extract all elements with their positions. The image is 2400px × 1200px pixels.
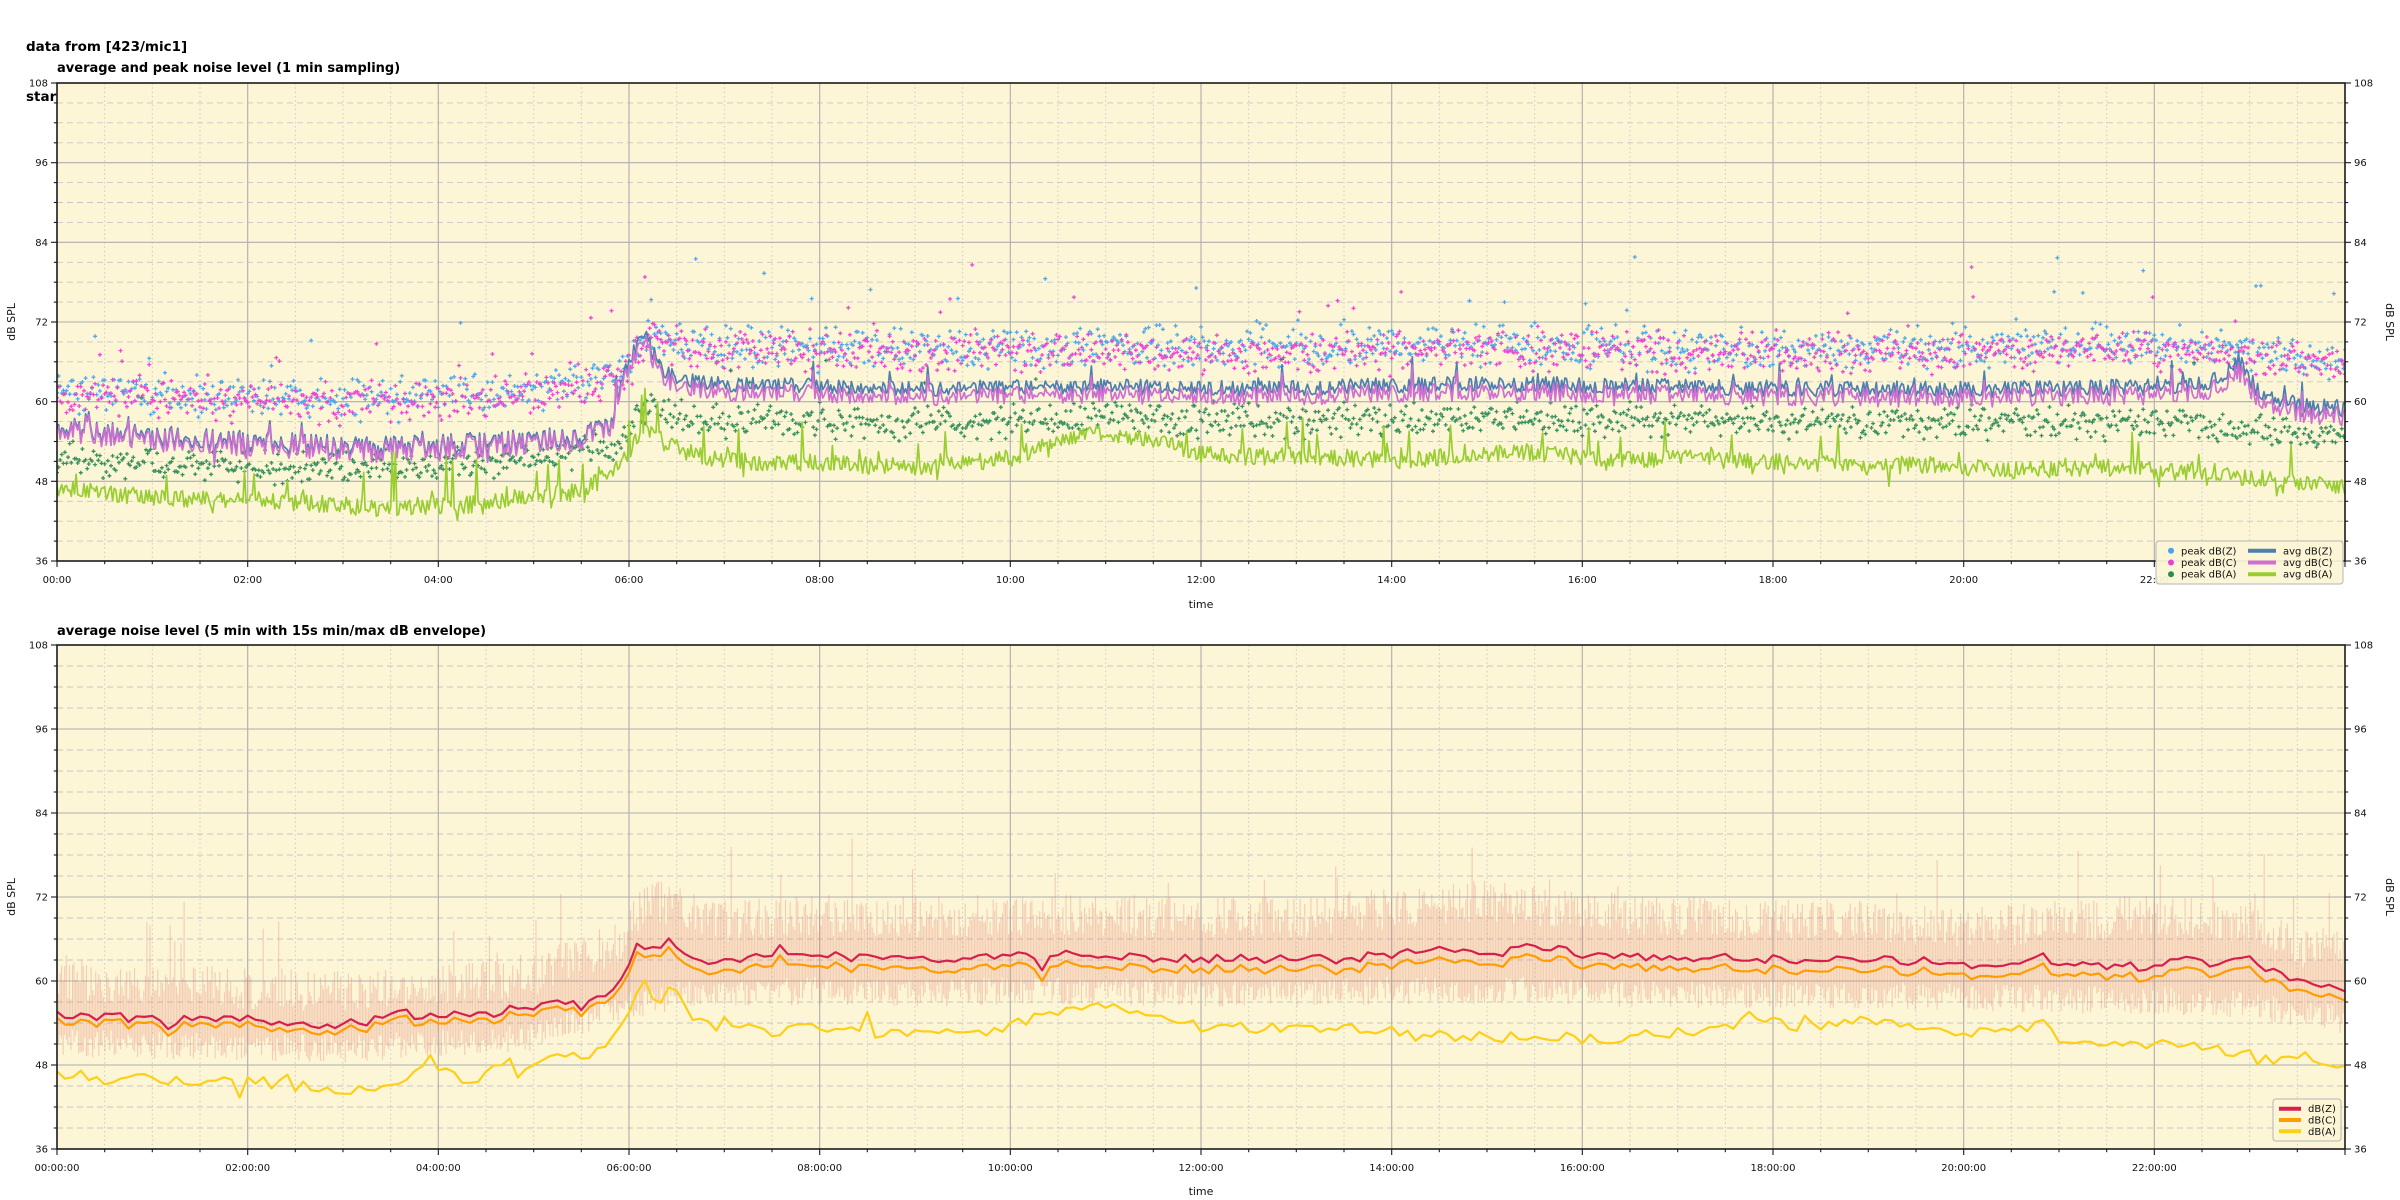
y-tick-label: 36 <box>35 557 48 568</box>
x-tick-label: 08:00:00 <box>797 1163 842 1174</box>
y-axis-label: dB SPL <box>5 302 18 341</box>
legend-label: avg dB(Z) <box>2283 546 2333 557</box>
y-tick-label-right: 96 <box>2354 158 2367 169</box>
chart-0: 00:00 02:00 04:00 06:00 08:00 10:00 12:00 14:00… <box>5 79 2396 612</box>
legend: dB(Z)dB(C)dB(A) <box>2272 1098 2342 1142</box>
axes-ticks-labels: 00:00:00 02:00:00 04:00:00 06:00:00 08:00:00… <box>5 641 2396 1199</box>
legend-label: dB(C) <box>2308 1116 2336 1127</box>
y-tick-label-right: 96 <box>2354 725 2367 736</box>
legend-marker-dot <box>2168 571 2174 578</box>
legend-label: peak dB(Z) <box>2181 546 2237 557</box>
y-tick-label-right: 36 <box>2354 557 2367 568</box>
x-axis-label: time <box>1189 598 1214 611</box>
x-tick-label: 22:00:00 <box>2132 1163 2177 1174</box>
x-tick-label: 10:00 <box>996 575 1025 586</box>
y-tick-label-right: 48 <box>2354 477 2367 488</box>
line-db-c- <box>57 946 2345 1037</box>
line-db-z- <box>57 937 2345 1031</box>
y-tick-label-right: 108 <box>2354 79 2373 90</box>
x-tick-label: 02:00 <box>233 575 262 586</box>
x-tick-label: 02:00:00 <box>225 1163 270 1174</box>
header-line1: data from [423/mic1] <box>26 39 188 55</box>
y-tick-label-right: 84 <box>2354 238 2367 249</box>
y-axis-label: dB SPL <box>5 877 18 916</box>
legend-marker-dot <box>2168 547 2174 554</box>
x-tick-label: 06:00:00 <box>607 1163 652 1174</box>
y-tick-label: 108 <box>29 641 48 652</box>
plot-area <box>57 255 2345 522</box>
x-tick-label: 16:00:00 <box>1560 1163 1605 1174</box>
x-axis-label: time <box>1189 1185 1214 1198</box>
chart2-title: average noise level (5 min with 15s min/… <box>57 624 487 639</box>
line-avg-db-c- <box>57 336 2345 466</box>
x-tick-label: 16:00 <box>1568 575 1597 586</box>
y-tick-label: 48 <box>35 1061 48 1072</box>
x-tick-label: 22:00 <box>2140 575 2169 586</box>
x-tick-label: 04:00 <box>424 575 453 586</box>
y-tick-label: 48 <box>35 477 48 488</box>
x-tick-label: 18:00 <box>1759 575 1788 586</box>
chart-1: 00:00:00 02:00:00 04:00:00 06:00:00 08:00:00… <box>5 641 2396 1199</box>
x-tick-label: 20:00:00 <box>1941 1163 1986 1174</box>
y-tick-label: 72 <box>35 893 48 904</box>
legend-label: dB(Z) <box>2308 1104 2336 1115</box>
x-tick-label: 12:00 <box>1187 575 1216 586</box>
y-tick-label: 96 <box>35 725 48 736</box>
y-tick-label-right: 72 <box>2354 893 2367 904</box>
y-axis-label-right: dB SPL <box>2383 878 2396 917</box>
y-tick-label-right: 60 <box>2354 977 2367 988</box>
x-tick-label: 14:00:00 <box>1369 1163 1414 1174</box>
y-tick-label-right: 108 <box>2354 641 2373 652</box>
chart1-title: average and peak noise level (1 min samp… <box>57 61 401 76</box>
line-avg-db-a- <box>57 387 2345 522</box>
legend-marker-dot <box>2168 559 2174 566</box>
x-tick-label: 00:00:00 <box>35 1163 80 1174</box>
y-tick-label: 60 <box>35 397 48 408</box>
x-tick-label: 08:00 <box>805 575 834 586</box>
x-tick-label: 14:00 <box>1377 575 1406 586</box>
y-tick-label: 108 <box>29 79 48 90</box>
gridlines <box>57 83 2345 561</box>
x-tick-label: 20:00 <box>1949 575 1978 586</box>
y-tick-label: 84 <box>35 809 48 820</box>
y-tick-label-right: 84 <box>2354 809 2367 820</box>
y-axis-label-right: dB SPL <box>2383 303 2396 342</box>
legend-label: peak dB(A) <box>2181 570 2237 581</box>
x-tick-label: 18:00:00 <box>1751 1163 1796 1174</box>
legend-label: peak dB(C) <box>2181 558 2237 569</box>
y-tick-label-right: 72 <box>2354 318 2367 329</box>
y-tick-label-right: 48 <box>2354 1061 2367 1072</box>
axes-ticks-labels: 00:00 02:00 04:00 06:00 08:00 10:00 12:00 14:00… <box>5 79 2396 612</box>
y-tick-label: 36 <box>35 1145 48 1156</box>
x-tick-label: 10:00:00 <box>988 1163 1033 1174</box>
y-tick-label: 84 <box>35 238 48 249</box>
legend-label: avg dB(C) <box>2283 558 2333 569</box>
x-tick-label: 12:00:00 <box>1179 1163 1224 1174</box>
x-tick-label: 06:00 <box>615 575 644 586</box>
x-tick-label: 00:00 <box>43 575 72 586</box>
y-tick-label-right: 36 <box>2354 1145 2367 1156</box>
x-tick-label: 04:00:00 <box>416 1163 461 1174</box>
y-tick-label: 96 <box>35 158 48 169</box>
y-tick-label: 60 <box>35 977 48 988</box>
legend-label: dB(A) <box>2308 1127 2336 1138</box>
line-db-a- <box>57 979 2345 1099</box>
y-tick-label-right: 60 <box>2354 397 2367 408</box>
legend: peak dB(Z)peak dB(C)peak dB(A)avg dB(Z)a… <box>2155 540 2344 585</box>
legend-label: avg dB(A) <box>2283 570 2333 581</box>
gridlines <box>57 645 2345 1149</box>
y-tick-label: 72 <box>35 318 48 329</box>
plot-area <box>57 838 2345 1099</box>
scatter-peak-db-c- <box>57 262 2345 428</box>
